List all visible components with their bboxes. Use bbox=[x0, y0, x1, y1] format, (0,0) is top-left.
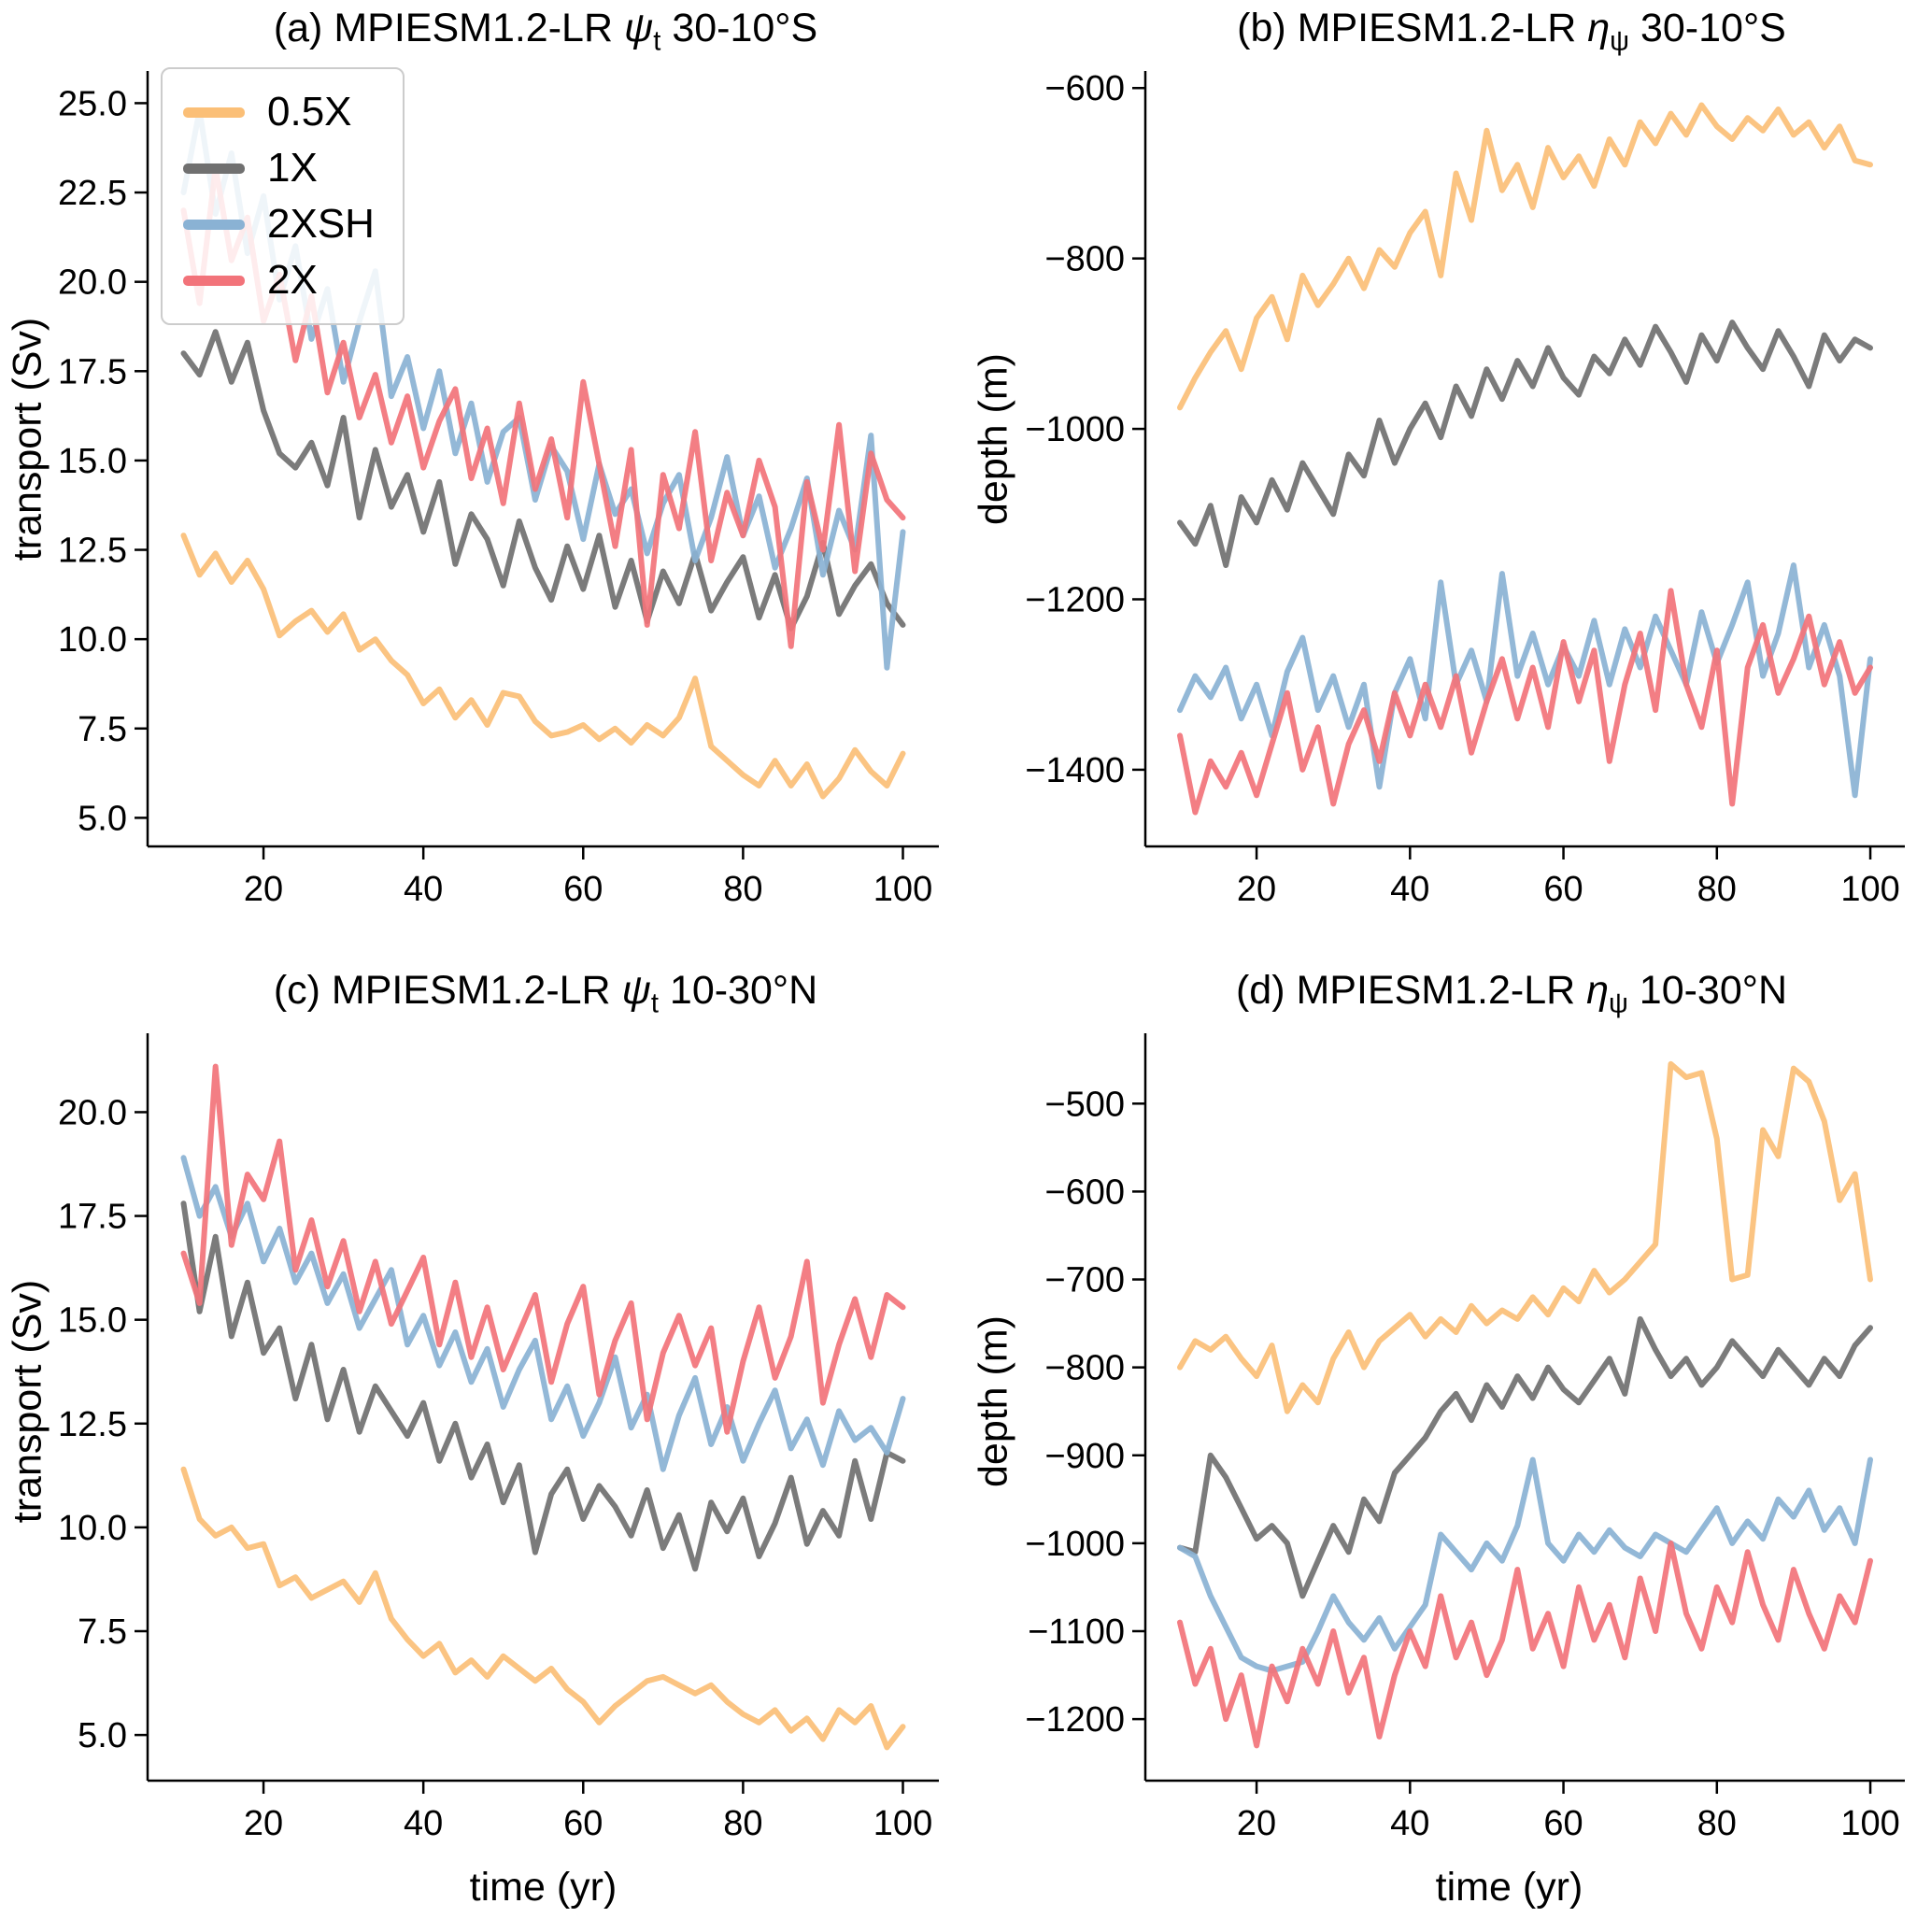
svg-text:40: 40 bbox=[404, 1804, 443, 1843]
svg-text:−600: −600 bbox=[1044, 69, 1125, 108]
svg-text:22.5: 22.5 bbox=[58, 174, 127, 213]
svg-text:60: 60 bbox=[563, 870, 603, 909]
psi-symbol: ψ bbox=[623, 6, 654, 50]
eta-symbol: η bbox=[1586, 968, 1609, 1013]
svg-text:40: 40 bbox=[404, 870, 443, 909]
svg-text:20.0: 20.0 bbox=[58, 1093, 127, 1132]
svg-text:80: 80 bbox=[723, 1804, 762, 1843]
svg-text:15.0: 15.0 bbox=[58, 1301, 127, 1341]
svg-text:15.0: 15.0 bbox=[58, 442, 127, 481]
legend: 0.5X 1X 2XSH 2X bbox=[161, 67, 405, 325]
svg-text:−800: −800 bbox=[1044, 1349, 1125, 1388]
legend-swatch-2x bbox=[183, 275, 245, 286]
svg-text:25.0: 25.0 bbox=[58, 84, 127, 123]
psi-subscript: t bbox=[650, 988, 659, 1019]
svg-text:−900: −900 bbox=[1044, 1437, 1125, 1476]
svg-text:7.5: 7.5 bbox=[78, 710, 127, 749]
svg-text:−1000: −1000 bbox=[1025, 1525, 1125, 1564]
panel-c-title-suffix: 10-30°N bbox=[658, 968, 818, 1013]
svg-text:17.5: 17.5 bbox=[58, 352, 127, 391]
legend-swatch-05x bbox=[183, 107, 245, 118]
legend-row-2x: 2X bbox=[183, 252, 375, 308]
legend-row-2xsh: 2XSH bbox=[183, 196, 375, 252]
svg-text:60: 60 bbox=[1543, 1804, 1583, 1843]
svg-text:7.5: 7.5 bbox=[78, 1612, 127, 1652]
panel-a-title-prefix: (a) MPIESM1.2-LR bbox=[273, 6, 624, 50]
eta-subscript: ψ bbox=[1610, 26, 1630, 57]
svg-text:−1200: −1200 bbox=[1025, 580, 1125, 619]
svg-text:10.0: 10.0 bbox=[58, 620, 127, 660]
panel-b-title: (b) MPIESM1.2-LR ηψ 30-10°S bbox=[1111, 6, 1912, 58]
svg-text:−1400: −1400 bbox=[1025, 751, 1125, 790]
svg-text:−1100: −1100 bbox=[1028, 1612, 1125, 1652]
panel-d-title-suffix: 10-30°N bbox=[1627, 968, 1788, 1013]
svg-text:20: 20 bbox=[1237, 870, 1276, 909]
svg-text:100: 100 bbox=[1840, 1804, 1899, 1843]
svg-text:40: 40 bbox=[1390, 870, 1429, 909]
svg-text:20: 20 bbox=[244, 870, 283, 909]
panel-c-xlabel: time (yr) bbox=[469, 1865, 618, 1910]
svg-text:17.5: 17.5 bbox=[58, 1198, 127, 1237]
panel-b-plot: −1400 −1200 −1000 −800 −600 20 40 60 80 100 bbox=[1025, 69, 1905, 909]
psi-subscript: t bbox=[653, 26, 661, 57]
legend-label-05x: 0.5X bbox=[267, 89, 352, 135]
svg-text:60: 60 bbox=[1543, 870, 1583, 909]
panel-a-plot: 5.0 7.5 10.0 12.5 15.0 17.5 20.0 22.5 25.0 20 40 60… bbox=[58, 71, 939, 909]
panel-a: (a) MPIESM1.2-LR ψt 30-10°S transport (S… bbox=[0, 0, 965, 962]
svg-text:80: 80 bbox=[1697, 870, 1737, 909]
svg-text:40: 40 bbox=[1390, 1804, 1429, 1843]
svg-text:80: 80 bbox=[723, 870, 762, 909]
svg-text:−700: −700 bbox=[1044, 1261, 1125, 1300]
svg-text:20: 20 bbox=[244, 1804, 283, 1843]
panel-a-title-suffix: 30-10°S bbox=[660, 6, 818, 50]
svg-text:−500: −500 bbox=[1044, 1085, 1125, 1124]
svg-text:−600: −600 bbox=[1044, 1172, 1125, 1212]
legend-row-1x: 1X bbox=[183, 140, 375, 196]
svg-text:12.5: 12.5 bbox=[58, 532, 127, 571]
panel-a-title: (a) MPIESM1.2-LR ψt 30-10°S bbox=[145, 6, 946, 58]
svg-text:100: 100 bbox=[873, 870, 932, 909]
panel-c-title-prefix: (c) MPIESM1.2-LR bbox=[273, 968, 622, 1013]
svg-text:10.0: 10.0 bbox=[58, 1509, 127, 1548]
svg-text:−1000: −1000 bbox=[1025, 410, 1125, 449]
svg-text:5.0: 5.0 bbox=[78, 1716, 127, 1755]
panel-b: (b) MPIESM1.2-LR ηψ 30-10°S depth (m) −1… bbox=[966, 0, 1931, 962]
psi-symbol: ψ bbox=[621, 968, 651, 1013]
eta-subscript: ψ bbox=[1608, 988, 1628, 1019]
svg-text:60: 60 bbox=[563, 1804, 603, 1843]
panel-d-title: (d) MPIESM1.2-LR ηψ 10-30°N bbox=[1111, 968, 1912, 1020]
panel-d-title-prefix: (d) MPIESM1.2-LR bbox=[1235, 968, 1587, 1013]
svg-text:20.0: 20.0 bbox=[58, 263, 127, 303]
panel-b-title-suffix: 30-10°S bbox=[1629, 6, 1786, 50]
panel-c-plot: 5.0 7.5 10.0 12.5 15.0 17.5 20.0 20 40 60 80 100 bbox=[58, 1033, 939, 1843]
panel-c-title: (c) MPIESM1.2-LR ψt 10-30°N bbox=[145, 968, 946, 1020]
svg-text:80: 80 bbox=[1697, 1804, 1737, 1843]
panel-d-plot: −1200 −1100 −1000 −900 −800 −700 −600 −500 20 40 6… bbox=[1025, 1033, 1905, 1843]
svg-text:20: 20 bbox=[1237, 1804, 1276, 1843]
eta-symbol: η bbox=[1587, 6, 1611, 50]
svg-text:12.5: 12.5 bbox=[58, 1405, 127, 1444]
legend-row-05x: 0.5X bbox=[183, 84, 375, 140]
legend-label-2xsh: 2XSH bbox=[267, 201, 375, 247]
panel-d: (d) MPIESM1.2-LR ηψ 10-30°N depth (m) −1… bbox=[966, 962, 1931, 1932]
svg-text:100: 100 bbox=[1840, 870, 1899, 909]
svg-text:−800: −800 bbox=[1044, 240, 1125, 279]
legend-label-2x: 2X bbox=[267, 257, 318, 303]
svg-text:100: 100 bbox=[873, 1804, 932, 1843]
panel-b-title-prefix: (b) MPIESM1.2-LR bbox=[1237, 6, 1588, 50]
legend-swatch-1x bbox=[183, 163, 245, 174]
svg-text:5.0: 5.0 bbox=[78, 799, 127, 838]
panel-c: (c) MPIESM1.2-LR ψt 10-30°N transport (S… bbox=[0, 962, 965, 1932]
legend-swatch-2xsh bbox=[183, 219, 245, 230]
panel-d-xlabel: time (yr) bbox=[1435, 1865, 1583, 1910]
svg-text:−1200: −1200 bbox=[1025, 1700, 1125, 1740]
legend-label-1x: 1X bbox=[267, 145, 318, 191]
